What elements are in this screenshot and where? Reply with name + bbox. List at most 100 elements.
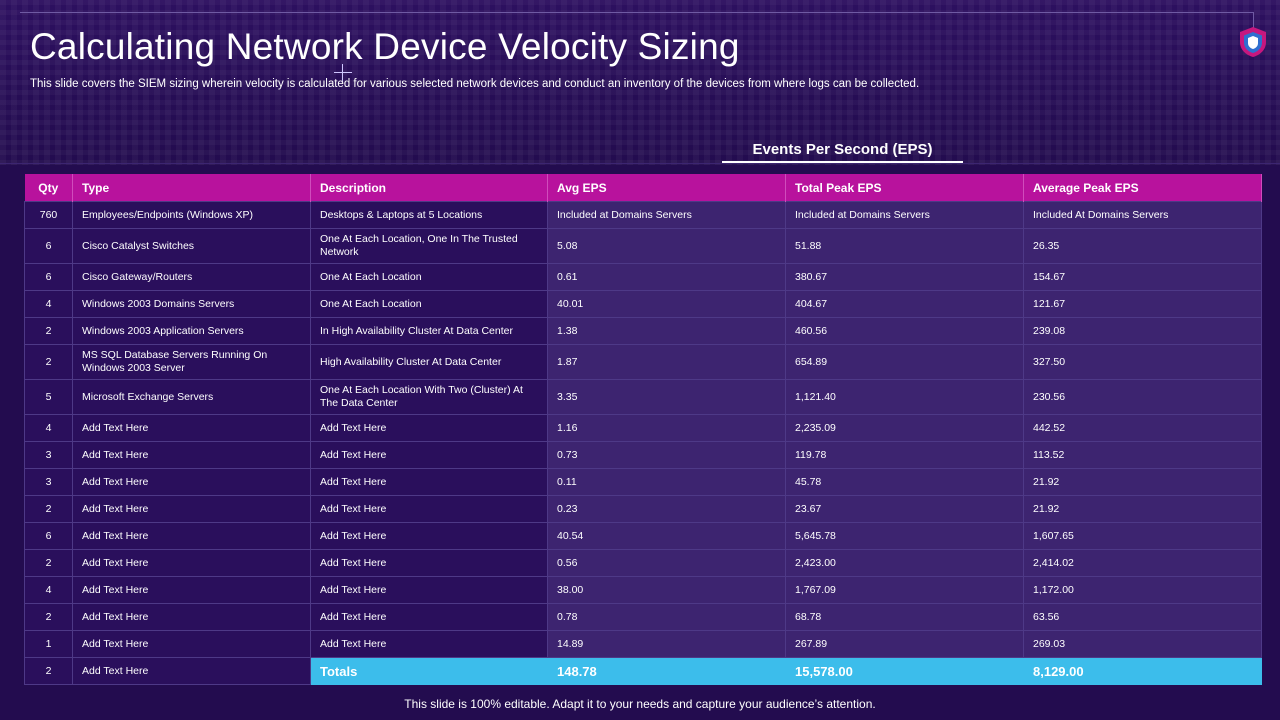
eps-group-underline xyxy=(722,161,963,163)
cell-qty: 2 xyxy=(24,603,73,631)
cell-average-peak-eps: 2,414.02 xyxy=(1023,549,1262,577)
table-row: 1 Add Text Here Add Text Here 14.89 267.89 26… xyxy=(24,630,1262,658)
cell-total-peak-eps: 380.67 xyxy=(785,263,1024,291)
cell-total-peak-eps: 68.78 xyxy=(785,603,1024,631)
cell-qty: 3 xyxy=(24,441,73,469)
table-row: 2 Add Text Here Add Text Here 0.78 68.78 63.5… xyxy=(24,603,1262,631)
cell-description: Add Text Here xyxy=(310,414,548,442)
table-row: 4 Add Text Here Add Text Here 1.16 2,235.09 4… xyxy=(24,414,1262,442)
cell-qty: 5 xyxy=(24,379,73,415)
cell-avg-eps: 0.23 xyxy=(547,495,786,523)
total-average-peak-eps: 8,129.00 xyxy=(1023,657,1262,685)
cell-total-peak-eps: 654.89 xyxy=(785,344,1024,380)
cell-avg-eps: 0.61 xyxy=(547,263,786,291)
cell-description: One At Each Location With Two (Cluster) … xyxy=(310,379,548,415)
cell-average-peak-eps: Included At Domains Servers xyxy=(1023,201,1262,229)
column-header-total-peak-eps: Total Peak EPS xyxy=(785,174,1024,202)
cell-average-peak-eps: 154.67 xyxy=(1023,263,1262,291)
cell-total-peak-eps: 460.56 xyxy=(785,317,1024,345)
cell-description: One At Each Location xyxy=(310,290,548,318)
cell-type: Add Text Here xyxy=(72,441,311,469)
cell-description: Add Text Here xyxy=(310,495,548,523)
cell-qty: 2 xyxy=(24,549,73,577)
cell-average-peak-eps: 113.52 xyxy=(1023,441,1262,469)
cell-total-peak-eps: 1,121.40 xyxy=(785,379,1024,415)
cell-average-peak-eps: 1,172.00 xyxy=(1023,576,1262,604)
cell-average-peak-eps: 21.92 xyxy=(1023,495,1262,523)
cell-qty: 4 xyxy=(24,414,73,442)
crosshair-icon xyxy=(334,64,352,82)
cell-total-peak-eps: 267.89 xyxy=(785,630,1024,658)
cell-qty: 760 xyxy=(24,201,73,229)
cell-average-peak-eps: 63.56 xyxy=(1023,603,1262,631)
total-total-peak-eps: 15,578.00 xyxy=(785,657,1024,685)
cell-qty: 4 xyxy=(24,290,73,318)
cell-type: Add Text Here xyxy=(72,603,311,631)
cell-avg-eps: Included at Domains Servers xyxy=(547,201,786,229)
cell-avg-eps: 1.87 xyxy=(547,344,786,380)
cell-average-peak-eps: 230.56 xyxy=(1023,379,1262,415)
footer-note: This slide is 100% editable. Adapt it to… xyxy=(404,697,876,711)
table-row: 2 Windows 2003 Application Servers In High… xyxy=(24,317,1262,345)
table-header-row: Qty Type Description Avg EPS Total Peak … xyxy=(24,174,1262,202)
cell-type: Add Text Here xyxy=(72,576,311,604)
cell-description: High Availability Cluster At Data Center xyxy=(310,344,548,380)
table-row: 760 Employees/Endpoints (Windows XP) Deskt… xyxy=(24,201,1262,229)
cell-type: Add Text Here xyxy=(72,414,311,442)
cell-qty: 6 xyxy=(24,228,73,264)
top-decor-line xyxy=(20,12,1254,13)
page-title: Calculating Network Device Velocity Sizi… xyxy=(30,26,740,67)
cell-total-peak-eps: 2,423.00 xyxy=(785,549,1024,577)
cell-qty: 3 xyxy=(24,468,73,496)
cell-type: Cisco Catalyst Switches xyxy=(72,228,311,264)
cell-description: Add Text Here xyxy=(310,549,548,577)
cell-avg-eps: 3.35 xyxy=(547,379,786,415)
cell-description: Add Text Here xyxy=(310,468,548,496)
column-header-type: Type xyxy=(72,174,311,202)
column-header-description: Description xyxy=(310,174,548,202)
cell-type: Employees/Endpoints (Windows XP) xyxy=(72,201,311,229)
cell-qty: 4 xyxy=(24,576,73,604)
cell-description: One At Each Location, One In The Trusted… xyxy=(310,228,548,264)
shield-icon xyxy=(1240,27,1266,57)
cell-total-peak-eps: 45.78 xyxy=(785,468,1024,496)
cell-avg-eps: 1.16 xyxy=(547,414,786,442)
table-row: 5 Microsoft Exchange Servers One At Each L… xyxy=(24,379,1262,415)
cell-description: Desktops & Laptops at 5 Locations xyxy=(310,201,548,229)
table-row: 6 Cisco Catalyst Switches One At Each Loca… xyxy=(24,228,1262,264)
cell-qty: 2 xyxy=(24,344,73,380)
cell-description: Add Text Here xyxy=(310,441,548,469)
column-header-qty: Qty xyxy=(24,174,73,202)
total-avg-eps: 148.78 xyxy=(547,657,786,685)
cell-qty: 6 xyxy=(24,263,73,291)
cell-type: Windows 2003 Application Servers xyxy=(72,317,311,345)
cell-qty: 6 xyxy=(24,522,73,550)
cell-average-peak-eps: 327.50 xyxy=(1023,344,1262,380)
cell-average-peak-eps: 269.03 xyxy=(1023,630,1262,658)
top-decor-line-vertical xyxy=(1253,12,1254,28)
cell-avg-eps: 14.89 xyxy=(547,630,786,658)
cell-description: Add Text Here xyxy=(310,630,548,658)
table-row: 6 Add Text Here Add Text Here 40.54 5,645.78… xyxy=(24,522,1262,550)
cell-type: Add Text Here xyxy=(72,549,311,577)
cell-total-peak-eps: 404.67 xyxy=(785,290,1024,318)
column-header-avg-eps: Avg EPS xyxy=(547,174,786,202)
table-body: 760 Employees/Endpoints (Windows XP) Deskt… xyxy=(24,201,1262,685)
cell-type: Add Text Here xyxy=(72,630,311,658)
cell-total-peak-eps: 119.78 xyxy=(785,441,1024,469)
table-row: 2 Add Text Here Add Text Here 0.56 2,423.00 2… xyxy=(24,549,1262,577)
table-row: 3 Add Text Here Add Text Here 0.11 45.78 21.9… xyxy=(24,468,1262,496)
cell-description: In High Availability Cluster At Data Cen… xyxy=(310,317,548,345)
cell-total-peak-eps: 1,767.09 xyxy=(785,576,1024,604)
cell-type: Add Text Here xyxy=(72,657,311,685)
cell-qty: 2 xyxy=(24,317,73,345)
table-row: 3 Add Text Here Add Text Here 0.73 119.78 113… xyxy=(24,441,1262,469)
table-row: 2 Add Text Here Add Text Here 0.23 23.67 21.9… xyxy=(24,495,1262,523)
cell-type: Microsoft Exchange Servers xyxy=(72,379,311,415)
cell-description: One At Each Location xyxy=(310,263,548,291)
cell-total-peak-eps: 5,645.78 xyxy=(785,522,1024,550)
cell-total-peak-eps: 2,235.09 xyxy=(785,414,1024,442)
cell-avg-eps: 40.54 xyxy=(547,522,786,550)
cell-avg-eps: 38.00 xyxy=(547,576,786,604)
page-subtitle: This slide covers the SIEM sizing wherei… xyxy=(30,78,920,90)
